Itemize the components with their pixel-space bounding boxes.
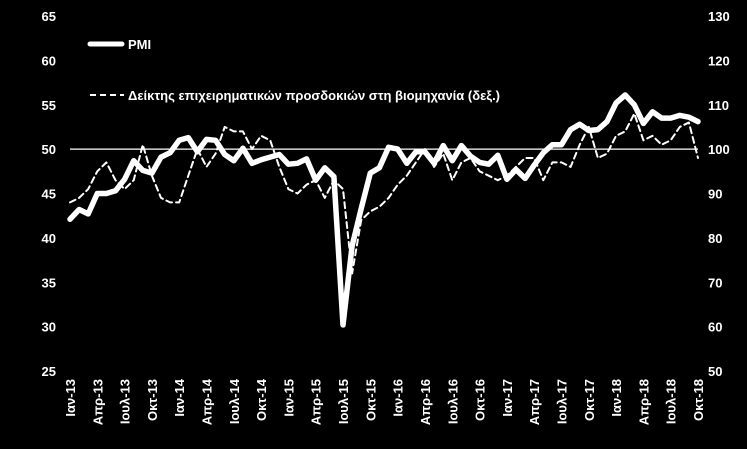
x-tick-label: Ιουλ-18 xyxy=(664,379,679,424)
x-tick-label: Οκτ-14 xyxy=(254,378,269,421)
x-tick-label: Ιαν-17 xyxy=(500,379,515,417)
series-line-expectations xyxy=(69,112,699,275)
y-right-tick-label: 50 xyxy=(708,364,722,379)
x-tick-label: Ιαν-15 xyxy=(281,379,296,417)
x-tick-label: Οκτ-13 xyxy=(145,379,160,421)
x-tick-label: Απρ-15 xyxy=(309,379,324,425)
y-left-tick-label: 40 xyxy=(42,231,56,246)
x-tick-label: Απρ-14 xyxy=(200,378,215,425)
x-tick-label: Ιουλ-15 xyxy=(336,379,351,424)
legend-label-pmi: PMI xyxy=(128,37,151,52)
y-right-tick-label: 110 xyxy=(708,98,729,113)
x-tick-label: Οκτ-17 xyxy=(582,379,597,421)
x-tick-label: Απρ-16 xyxy=(418,379,433,425)
y-right-tick-label: 60 xyxy=(708,320,722,335)
y-left-tick-label: 60 xyxy=(42,53,56,68)
y-right-tick-label: 130 xyxy=(708,9,730,24)
y-left-tick-label: 30 xyxy=(42,320,56,335)
x-tick-label: Ιουλ-13 xyxy=(118,379,133,424)
x-tick-label: Ιουλ-14 xyxy=(227,378,242,424)
x-tick-label: Οκτ-15 xyxy=(363,379,378,421)
y-right-tick-label: 120 xyxy=(708,53,730,68)
y-left-tick-label: 35 xyxy=(42,275,56,290)
legend: PMI Δείκτης επιχειρηματικών προσδοκιών σ… xyxy=(87,37,500,103)
y-right-tick-label: 90 xyxy=(708,187,722,202)
x-tick-label: Οκτ-18 xyxy=(691,379,706,421)
y-right-tick-label: 70 xyxy=(708,275,722,290)
legend-label-expectations: Δείκτης επιχειρηματικών προσδοκιών στη β… xyxy=(128,88,500,103)
y-left-tick-label: 55 xyxy=(42,98,56,113)
right-axis: 50 60 70 80 90 100 110 120 130 xyxy=(708,9,730,379)
x-tick-label: Απρ-13 xyxy=(90,379,105,425)
x-tick-label: Οκτ-16 xyxy=(473,379,488,421)
y-right-tick-label: 100 xyxy=(708,142,730,157)
x-tick-label: Ιαν-14 xyxy=(172,378,187,416)
x-tick-label: Απρ-18 xyxy=(636,379,651,425)
y-left-tick-label: 25 xyxy=(42,364,56,379)
x-tick-label: Ιαν-16 xyxy=(391,379,406,417)
y-left-tick-label: 45 xyxy=(42,187,56,202)
x-axis: Ιαν-13 Απρ-13 Ιουλ-13 Οκτ-13 Ιαν-14 Απρ-14 Ιου… xyxy=(63,378,706,425)
y-right-tick-label: 80 xyxy=(708,231,722,246)
left-axis: 25 30 35 40 45 50 55 60 65 xyxy=(42,9,56,379)
series-layer xyxy=(67,92,701,328)
series-line-pmi xyxy=(67,92,701,328)
x-tick-label: Ιουλ-16 xyxy=(445,379,460,424)
y-left-tick-label: 65 xyxy=(42,9,56,24)
x-tick-label: Ιουλ-17 xyxy=(555,379,570,424)
y-left-tick-label: 50 xyxy=(42,142,56,157)
x-tick-label: Ιαν-18 xyxy=(609,379,624,417)
x-tick-label: Ιαν-13 xyxy=(63,379,78,417)
x-tick-label: Απρ-17 xyxy=(527,379,542,425)
